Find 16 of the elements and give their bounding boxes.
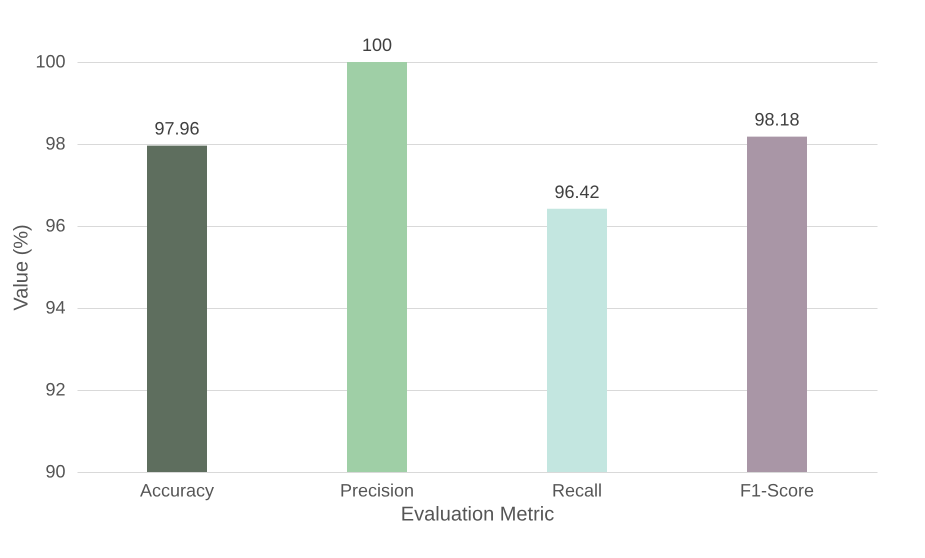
x-tick-label: F1-Score	[740, 480, 814, 500]
x-tick-label: Recall	[552, 480, 602, 500]
y-tick-label: 100	[35, 52, 66, 72]
x-axis-title: Evaluation Metric	[400, 504, 554, 526]
data-label: 97.96	[154, 118, 200, 139]
y-tick-label: 94	[45, 298, 66, 318]
y-tick-label: 90	[45, 462, 66, 482]
data-label: 96.42	[554, 182, 600, 202]
x-tick-label: Accuracy	[140, 480, 214, 500]
y-tick-label: 92	[45, 380, 66, 400]
y-tick-label: 96	[45, 216, 66, 236]
x-tick-label: Precision	[340, 480, 414, 500]
data-label: 98.18	[754, 110, 800, 130]
data-label: 100	[362, 35, 392, 55]
y-axis-title: Value (%)	[10, 224, 32, 311]
y-tick-label: 98	[45, 134, 66, 154]
